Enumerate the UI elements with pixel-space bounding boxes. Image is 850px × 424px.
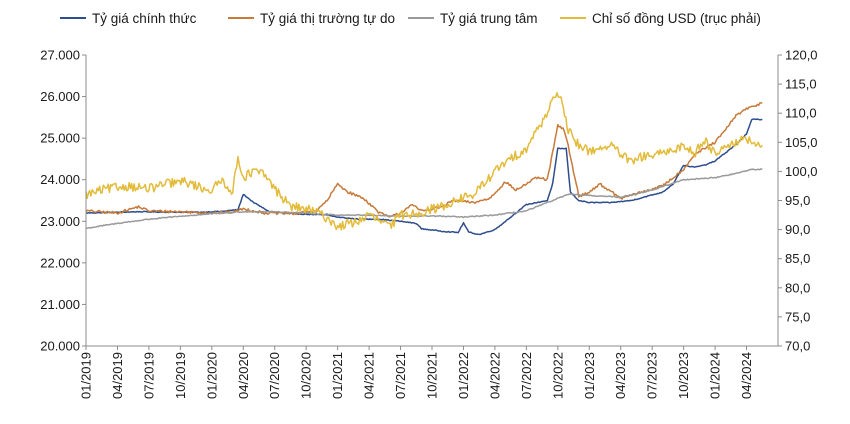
series-line-3	[85, 92, 763, 231]
x-tick-label: 07/2020	[267, 352, 282, 399]
x-tick-label: 01/2023	[582, 352, 597, 399]
y-right-tick-label: 80,0	[785, 280, 810, 295]
x-tick-label: 07/2023	[645, 352, 660, 399]
y-right-tick-label: 105,0	[785, 135, 818, 150]
x-tick-label: 04/2023	[613, 352, 628, 399]
y-right-tick-label: 75,0	[785, 309, 810, 324]
y-right-tick-label: 90,0	[785, 222, 810, 237]
y-left-tick-label: 24.000	[40, 172, 80, 187]
y-left-tick-label: 21.000	[40, 297, 80, 312]
y-left-tick-label: 25.000	[40, 131, 80, 146]
x-tick-label: 10/2019	[173, 352, 188, 399]
x-tick-label: 04/2020	[236, 352, 251, 399]
x-tick-label: 01/2021	[330, 352, 345, 399]
y-right-tick-label: 95,0	[785, 193, 810, 208]
y-right-tick-label: 120,0	[785, 48, 818, 63]
legend-label: Tỷ giá chính thức	[92, 11, 197, 26]
legend-label: Tỷ giá trung tâm	[440, 11, 538, 26]
x-tick-label: 01/2020	[204, 352, 219, 399]
x-tick-label: 04/2021	[362, 352, 377, 399]
legend-label: Tỷ giá thị trường tự do	[260, 11, 395, 26]
x-tick-label: 10/2022	[550, 352, 565, 399]
x-tick-label: 10/2021	[425, 352, 440, 399]
y-left-tick-label: 27.000	[40, 48, 80, 63]
x-tick-label: 10/2020	[299, 352, 314, 399]
y-right-tick-label: 115,0	[785, 77, 817, 92]
x-tick-label: 07/2019	[141, 352, 156, 399]
x-tick-label: 04/2024	[739, 352, 754, 399]
legend: Tỷ giá chính thức Tỷ giá thị trường tự do…	[60, 11, 761, 26]
x-tick-label: 07/2022	[519, 352, 534, 399]
x-tick-label: 10/2023	[676, 352, 691, 399]
x-tick-label: 01/2024	[708, 352, 723, 399]
legend-label: Chỉ số đồng USD (trục phải)	[592, 11, 761, 26]
x-tick-label: 04/2019	[110, 352, 125, 399]
y-left-tick-label: 20.000	[40, 339, 80, 354]
y-right-tick-label: 70,0	[785, 339, 810, 354]
series-line-2	[85, 168, 763, 230]
y-left-tick-label: 23.000	[40, 214, 80, 229]
y-right-tick-label: 110,0	[785, 106, 817, 121]
series-line-0	[85, 118, 763, 236]
y-left-tick-label: 26.000	[40, 89, 80, 104]
y-right-tick-label: 85,0	[785, 251, 810, 266]
y-left-tick-label: 22.000	[40, 255, 80, 270]
x-tick-label: 01/2022	[456, 352, 471, 399]
axes: 20.000 21.000 22.000 23.000 24.000 25.000 26.0…	[40, 48, 817, 400]
plot-area	[85, 92, 763, 236]
y-right-tick-label: 100,0	[785, 164, 818, 179]
x-tick-label: 04/2022	[487, 352, 502, 399]
x-tick-label: 01/2019	[79, 352, 94, 399]
x-tick-label: 07/2021	[393, 352, 408, 399]
